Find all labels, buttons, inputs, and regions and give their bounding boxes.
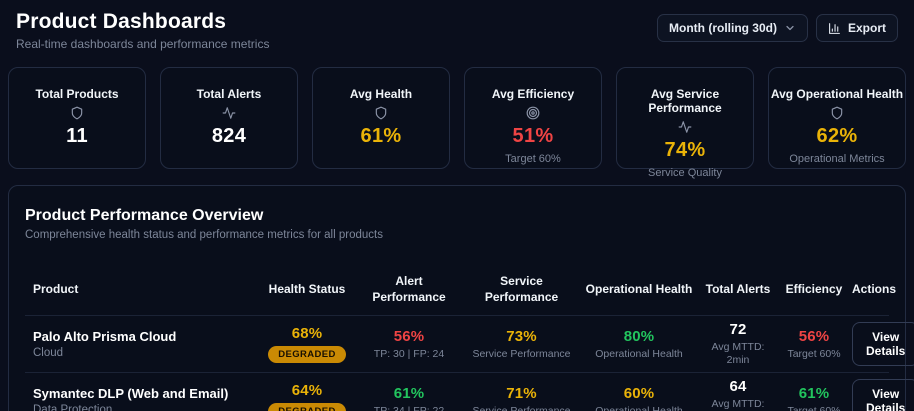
- stat-sub: Operational Metrics: [789, 153, 885, 165]
- stats-row: Total Products 11 Total Alerts 824 Avg H…: [8, 67, 906, 179]
- product-name: Palo Alto Prisma Cloud: [33, 329, 177, 345]
- stat-value: 11: [66, 125, 88, 147]
- alert-sub: TP: 30 | FP: 24: [373, 347, 445, 360]
- export-button-label: Export: [847, 21, 886, 35]
- stat-value: 61%: [360, 125, 402, 147]
- product-cell: Palo Alto Prisma Cloud Cloud: [33, 329, 255, 359]
- top-controls: Month (rolling 30d) Export: [657, 14, 898, 42]
- period-selector-label: Month (rolling 30d): [669, 21, 777, 35]
- status-badge: DEGRADED: [268, 403, 346, 411]
- header-text: Product Dashboards Real-time dashboards …: [16, 10, 269, 51]
- column-header-health-status: Health Status: [268, 282, 346, 297]
- stat-label: Avg Service Performance: [648, 87, 722, 115]
- efficiency-sub: Target 60%: [787, 404, 841, 411]
- efficiency-cell: 56% Target 60%: [782, 328, 846, 362]
- product-name: Symantec DLP (Web and Email): [33, 386, 229, 402]
- stat-card-total-alerts: Total Alerts 824: [160, 67, 298, 169]
- export-button[interactable]: Export: [815, 14, 898, 42]
- page-title: Product Dashboards: [16, 10, 227, 33]
- target-icon: [526, 106, 540, 120]
- table-header-row: Product Health Status Alert Performance …: [25, 263, 896, 317]
- product-performance-panel: Product Performance Overview Comprehensi…: [8, 185, 914, 411]
- view-details-button[interactable]: View Details: [852, 322, 914, 367]
- table-row: Symantec DLP (Web and Email) Data Protec…: [25, 373, 914, 411]
- panel-title: Product Performance Overview: [25, 207, 264, 224]
- efficiency-value: 61%: [798, 384, 830, 402]
- alert-performance-cell: 56% TP: 30 | FP: 24: [359, 328, 459, 362]
- column-header-service-performance: Service Performance: [484, 274, 559, 305]
- total-alerts-cell: 64 Avg MTTD: 2min: [700, 378, 776, 411]
- product-category: Cloud: [33, 347, 64, 360]
- column-header-total-alerts: Total Alerts: [705, 282, 771, 297]
- page-subtitle: Real-time dashboards and performance met…: [16, 37, 270, 51]
- stat-card-avg-health: Avg Health 61%: [312, 67, 450, 169]
- activity-icon: [678, 120, 692, 134]
- stat-value: 74%: [664, 139, 706, 161]
- column-header-efficiency: Efficiency: [785, 282, 843, 297]
- health-status-cell: 68% DEGRADED: [261, 325, 353, 364]
- stat-value: 824: [211, 125, 247, 147]
- stat-value: 51%: [512, 125, 554, 147]
- column-header-operational-health: Operational Health: [585, 282, 693, 297]
- actions-cell: View Details: [852, 322, 914, 367]
- shield-icon: [374, 106, 388, 120]
- service-sub: Service Performance: [472, 404, 571, 411]
- efficiency-cell: 61% Target 60%: [782, 385, 846, 411]
- health-status-cell: 64% DEGRADED: [261, 382, 353, 411]
- total-alerts-sub: Avg MTTD: 2min: [711, 340, 765, 367]
- chevron-down-icon: [784, 22, 796, 34]
- stat-card-avg-service-performance: Avg Service Performance 74% Service Qual…: [616, 67, 754, 179]
- stat-card-avg-efficiency: Avg Efficiency 51% Target 60%: [464, 67, 602, 169]
- health-value: 64%: [291, 382, 323, 400]
- alert-value: 56%: [393, 327, 425, 345]
- product-cell: Symantec DLP (Web and Email) Data Protec…: [33, 386, 255, 411]
- stat-card-total-products: Total Products 11: [8, 67, 146, 169]
- stat-sub: Target 60%: [505, 153, 561, 165]
- stat-card-avg-operational-health: Avg Operational Health 62% Operational M…: [768, 67, 906, 169]
- total-alerts-cell: 72 Avg MTTD: 2min: [700, 321, 776, 368]
- service-sub: Service Performance: [472, 347, 571, 360]
- topbar: Product Dashboards Real-time dashboards …: [0, 0, 914, 59]
- efficiency-sub: Target 60%: [787, 347, 841, 360]
- efficiency-value: 56%: [798, 327, 830, 345]
- operational-sub: Operational Health: [595, 404, 683, 411]
- activity-icon: [222, 106, 236, 120]
- alert-sub: TP: 34 | FP: 22: [373, 404, 445, 411]
- service-value: 71%: [506, 384, 537, 402]
- column-header-product: Product: [33, 282, 79, 297]
- stat-value: 62%: [816, 125, 858, 147]
- shield-icon: [830, 106, 844, 120]
- operational-health-cell: 80% Operational Health: [584, 328, 694, 362]
- stat-label: Avg Operational Health: [770, 87, 904, 101]
- shield-icon: [70, 106, 84, 120]
- alert-value: 61%: [393, 384, 425, 402]
- stat-label: Total Products: [35, 87, 119, 101]
- product-category: Data Protection: [33, 404, 113, 411]
- table-row: Palo Alto Prisma Cloud Cloud 68% DEGRADE…: [25, 316, 914, 374]
- status-badge: DEGRADED: [268, 346, 346, 364]
- stat-sub: Service Quality: [648, 167, 722, 179]
- total-alerts-sub: Avg MTTD: 2min: [711, 397, 765, 410]
- service-performance-cell: 73% Service Performance: [465, 328, 578, 362]
- stat-label: Avg Efficiency: [491, 87, 575, 101]
- column-header-alert-performance: Alert Performance: [372, 274, 446, 305]
- column-header-actions: Actions: [852, 282, 897, 297]
- period-selector[interactable]: Month (rolling 30d): [657, 14, 808, 42]
- operational-value: 80%: [623, 327, 655, 345]
- panel-subtitle: Comprehensive health status and performa…: [25, 229, 383, 241]
- service-performance-cell: 71% Service Performance: [465, 385, 578, 411]
- alert-performance-cell: 61% TP: 34 | FP: 22: [359, 385, 459, 411]
- operational-value: 60%: [623, 384, 655, 402]
- total-alerts-value: 72: [729, 320, 747, 338]
- total-alerts-value: 64: [729, 377, 747, 395]
- operational-sub: Operational Health: [595, 347, 683, 360]
- bar-chart-icon: [828, 22, 841, 35]
- stat-label: Total Alerts: [196, 87, 262, 101]
- stat-label: Avg Health: [349, 87, 413, 101]
- actions-cell: View Details: [852, 379, 914, 411]
- service-value: 73%: [506, 327, 537, 345]
- health-value: 68%: [291, 325, 323, 343]
- operational-health-cell: 60% Operational Health: [584, 385, 694, 411]
- view-details-button[interactable]: View Details: [852, 379, 914, 411]
